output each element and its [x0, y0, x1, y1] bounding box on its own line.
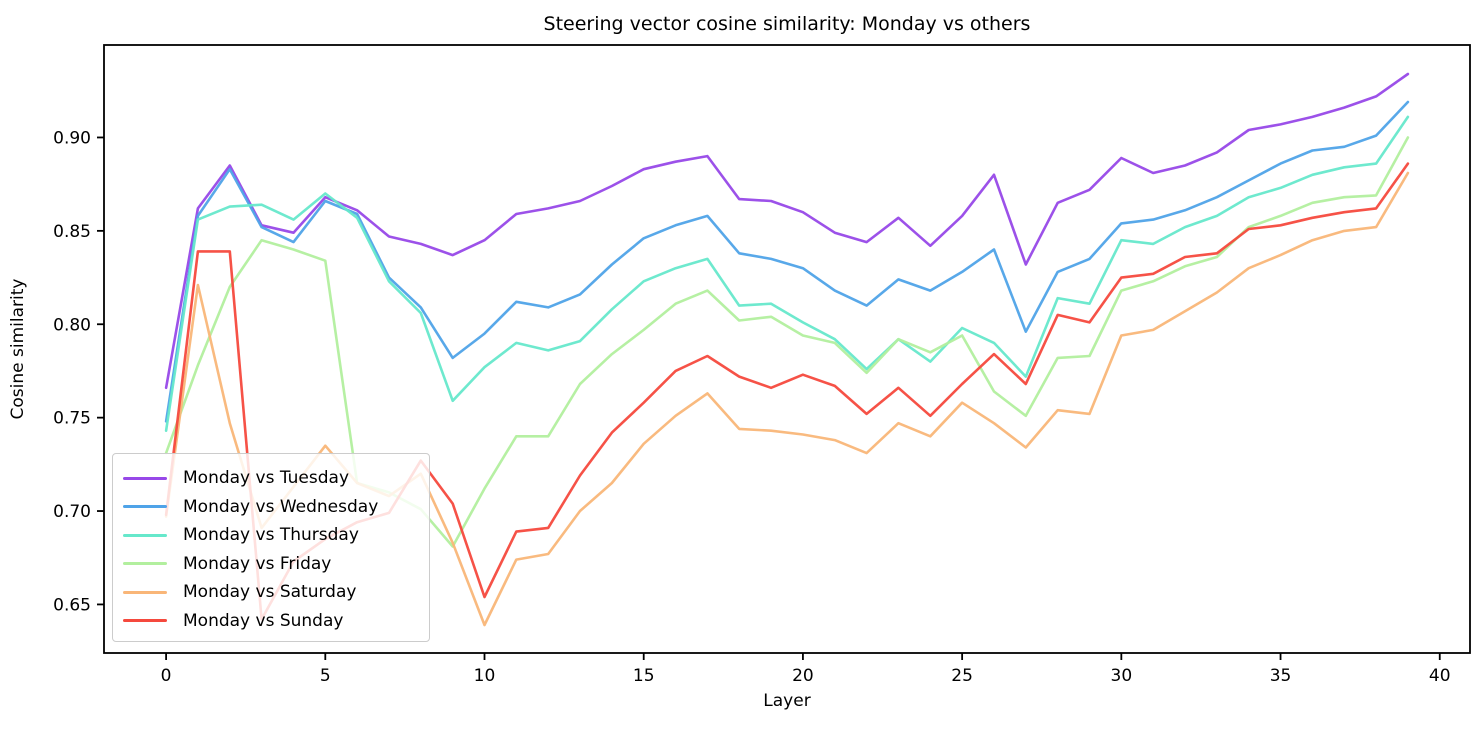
legend-label: Monday vs Friday — [183, 553, 332, 574]
legend-label: Monday vs Thursday — [183, 525, 359, 546]
y-tick-label: 0.75 — [53, 409, 91, 429]
legend-label: Monday vs Saturday — [183, 582, 357, 603]
x-tick-label: 15 — [633, 666, 655, 686]
y-tick-label: 0.90 — [53, 128, 91, 148]
series-line-monday-vs-tuesday — [164, 72, 1410, 390]
x-tick-label: 35 — [1270, 666, 1292, 686]
legend-line-swatch — [123, 619, 167, 623]
chart-title: Steering vector cosine similarity: Monda… — [543, 13, 1031, 35]
x-tick-label: 20 — [792, 666, 814, 686]
legend-label: Monday vs Tuesday — [183, 468, 349, 489]
legend-label: Monday vs Sunday — [183, 610, 344, 631]
legend-item: Monday vs Sunday — [113, 607, 429, 636]
legend-item: Monday vs Wednesday — [113, 493, 429, 522]
series-line-monday-vs-thursday — [164, 115, 1410, 433]
legend-line-swatch — [123, 476, 167, 480]
x-axis-label: Layer — [763, 691, 811, 711]
legend-line-swatch — [123, 505, 167, 509]
legend-item: Monday vs Friday — [113, 550, 429, 579]
x-tick-label: 30 — [1111, 666, 1133, 686]
x-tick-label: 40 — [1429, 666, 1451, 686]
x-tick-label: 25 — [951, 666, 973, 686]
legend-line-swatch — [123, 533, 167, 537]
y-tick-label: 0.65 — [53, 595, 91, 615]
y-axis-label: Cosine similarity — [8, 278, 28, 420]
x-tick-label: 5 — [320, 666, 331, 686]
legend-item: Monday vs Thursday — [113, 521, 429, 550]
axes-spines — [103, 44, 1471, 654]
y-tick-label: 0.80 — [53, 315, 91, 335]
legend-item: Monday vs Tuesday — [113, 464, 429, 493]
legend-line-swatch — [123, 590, 167, 594]
legend-item: Monday vs Saturday — [113, 578, 429, 607]
legend-line-swatch — [123, 562, 167, 566]
x-tick-label: 0 — [161, 666, 172, 686]
y-tick-label: 0.85 — [53, 222, 91, 242]
x-tick-label: 10 — [474, 666, 496, 686]
legend: Monday vs Tuesday Monday vs Wednesday Mond… — [112, 453, 430, 642]
series-line-monday-vs-wednesday — [164, 100, 1410, 423]
y-tick-label: 0.70 — [53, 502, 91, 522]
legend-label: Monday vs Wednesday — [183, 496, 379, 517]
